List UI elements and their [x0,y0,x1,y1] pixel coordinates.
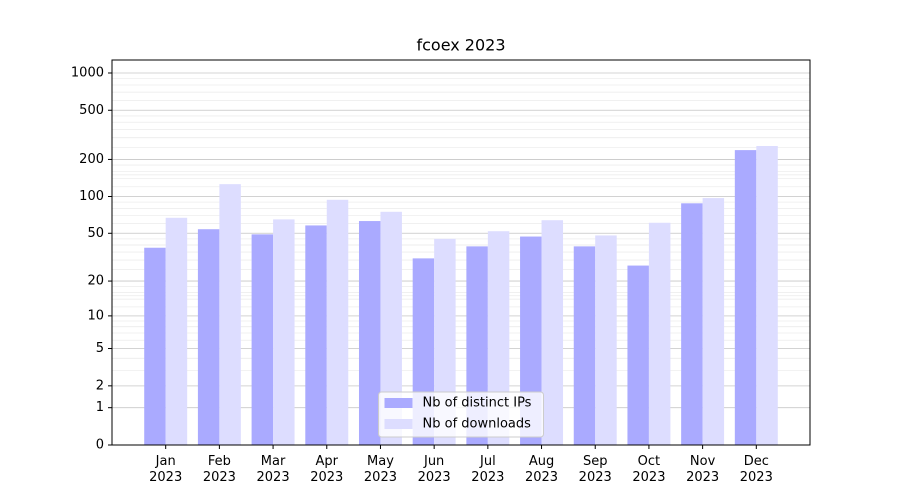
bar [573,246,596,445]
bar [326,199,349,445]
bar [144,247,166,445]
bar [756,145,778,445]
legend-box [378,391,544,438]
bar [219,184,241,445]
x-tick-label: Oct 2023 [632,454,665,485]
bar [358,221,381,445]
x-tick-label: Dec 2023 [740,454,773,485]
bar [305,225,327,445]
bar [627,265,649,445]
x-tick-label: Apr 2023 [310,454,343,485]
legend-swatch [384,398,413,408]
x-tick-label: Sep 2023 [579,454,612,485]
y-tick-label: 2 [96,378,104,393]
bar [681,203,703,445]
x-tick-label: Jul 2023 [471,454,504,485]
bar [273,219,295,445]
bar [702,198,725,445]
bar [197,229,220,445]
y-tick-label: 100 [79,189,104,204]
y-tick-label: 200 [79,152,104,167]
y-tick-label: 5 [96,341,104,356]
x-tick-label: Nov 2023 [686,454,719,485]
y-tick-label: 500 [79,103,104,118]
chart-title: fcoex 2023 [416,36,505,55]
x-tick-label: May 2023 [364,454,397,485]
x-tick-label: Mar 2023 [257,454,290,485]
y-tick-label: 50 [87,226,104,241]
bar [380,211,402,445]
legend-swatch [384,419,413,429]
y-tick-label: 0 [96,438,104,453]
bar [648,222,671,445]
legend-label: Nb of downloads [423,417,532,432]
bar [541,220,564,445]
x-tick-label: Jun 2023 [418,454,451,485]
x-tick-label: Aug 2023 [525,454,558,485]
y-tick-label: 1 [96,400,104,415]
bar [734,150,757,445]
y-tick-label: 20 [87,274,104,289]
bar [165,217,188,445]
y-tick-label: 1000 [71,65,104,80]
legend-label: Nb of distinct IPs [423,396,532,411]
plot-frame [111,59,811,446]
bar [251,234,274,445]
x-tick-label: Jan 2023 [149,454,182,485]
y-tick-label: 10 [87,308,104,323]
bar [595,235,617,445]
x-tick-label: Feb 2023 [203,454,236,485]
